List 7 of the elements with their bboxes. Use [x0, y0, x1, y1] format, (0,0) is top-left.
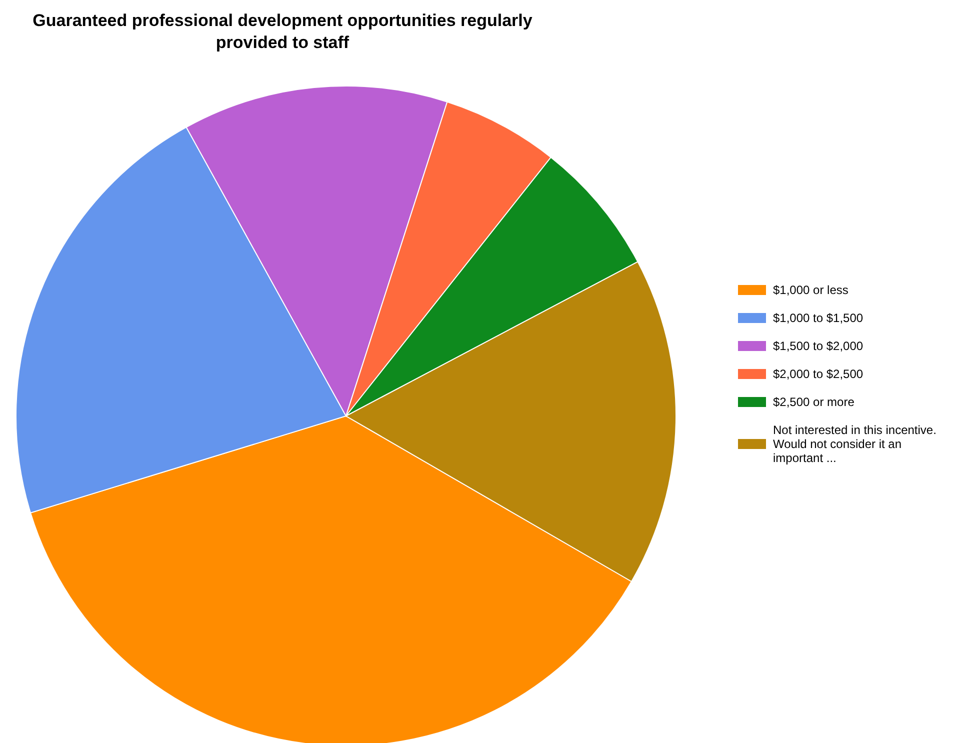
legend-label: $1,500 to $2,000 — [773, 339, 864, 353]
legend-label: $1,000 or less — [773, 283, 850, 297]
legend-label: $2,500 or more — [773, 395, 856, 409]
legend-label: Not interested in this incentive. Would not consider it an important ... — [773, 423, 938, 465]
legend-label: $1,000 to $1,500 — [773, 311, 864, 325]
legend-label: $2,000 to $2,500 — [773, 367, 864, 381]
chart-title: Guaranteed professional development opportunities regularly provided to staff — [32, 10, 534, 54]
